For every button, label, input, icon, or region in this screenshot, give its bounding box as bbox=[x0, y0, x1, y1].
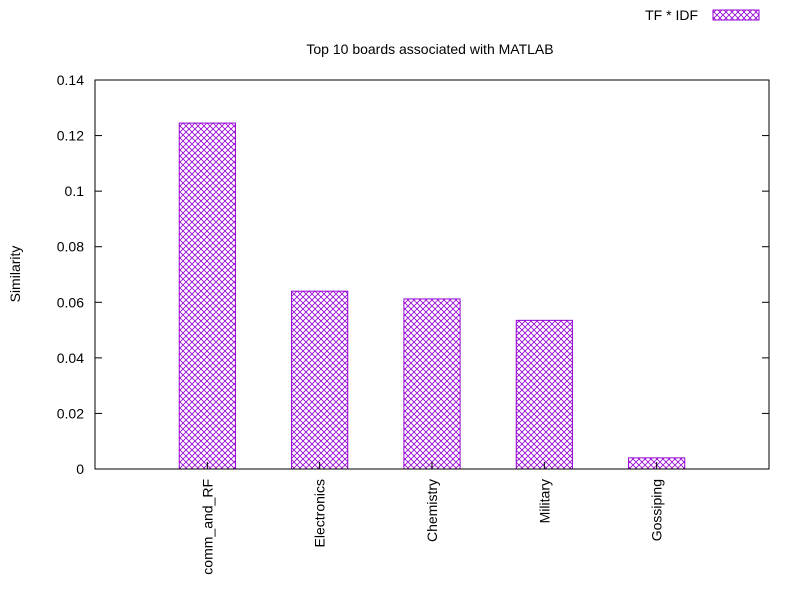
y-tick-label: 0.1 bbox=[65, 183, 85, 199]
y-tick-label: 0.06 bbox=[57, 294, 84, 310]
x-tick-label: Chemistry bbox=[424, 479, 440, 542]
y-ticks: 0 0.02 0.04 0.06 0.08 0.1 0.12 0.14 bbox=[57, 72, 769, 477]
x-tick-label: Military bbox=[536, 479, 552, 523]
x-tick-label: Electronics bbox=[312, 479, 328, 547]
legend-swatch bbox=[712, 9, 760, 21]
bars bbox=[178, 122, 686, 470]
legend: TF * IDF bbox=[645, 7, 760, 23]
y-tick-label: 0.14 bbox=[57, 72, 84, 88]
legend-label: TF * IDF bbox=[645, 7, 698, 23]
bar-military bbox=[515, 319, 573, 470]
y-tick-label: 0.12 bbox=[57, 128, 84, 144]
chart-title: Top 10 boards associated with MATLAB bbox=[306, 41, 553, 57]
y-tick-label: 0.02 bbox=[57, 405, 84, 421]
x-tick-label: comm_and_RF bbox=[199, 479, 215, 575]
bar-chemistry bbox=[403, 298, 461, 470]
x-tick-labels: comm_and_RF Electronics Chemistry Military G… bbox=[199, 462, 665, 575]
y-tick-label: 0.04 bbox=[57, 350, 84, 366]
bar-comm-and-rf bbox=[178, 122, 236, 470]
x-tick-label: Gossiping bbox=[649, 479, 665, 541]
y-tick-label: 0 bbox=[76, 461, 84, 477]
y-tick-label: 0.08 bbox=[57, 239, 84, 255]
plot-frame bbox=[94, 79, 770, 470]
bar-electronics bbox=[291, 290, 349, 470]
y-axis-label: Similarity bbox=[7, 246, 23, 303]
